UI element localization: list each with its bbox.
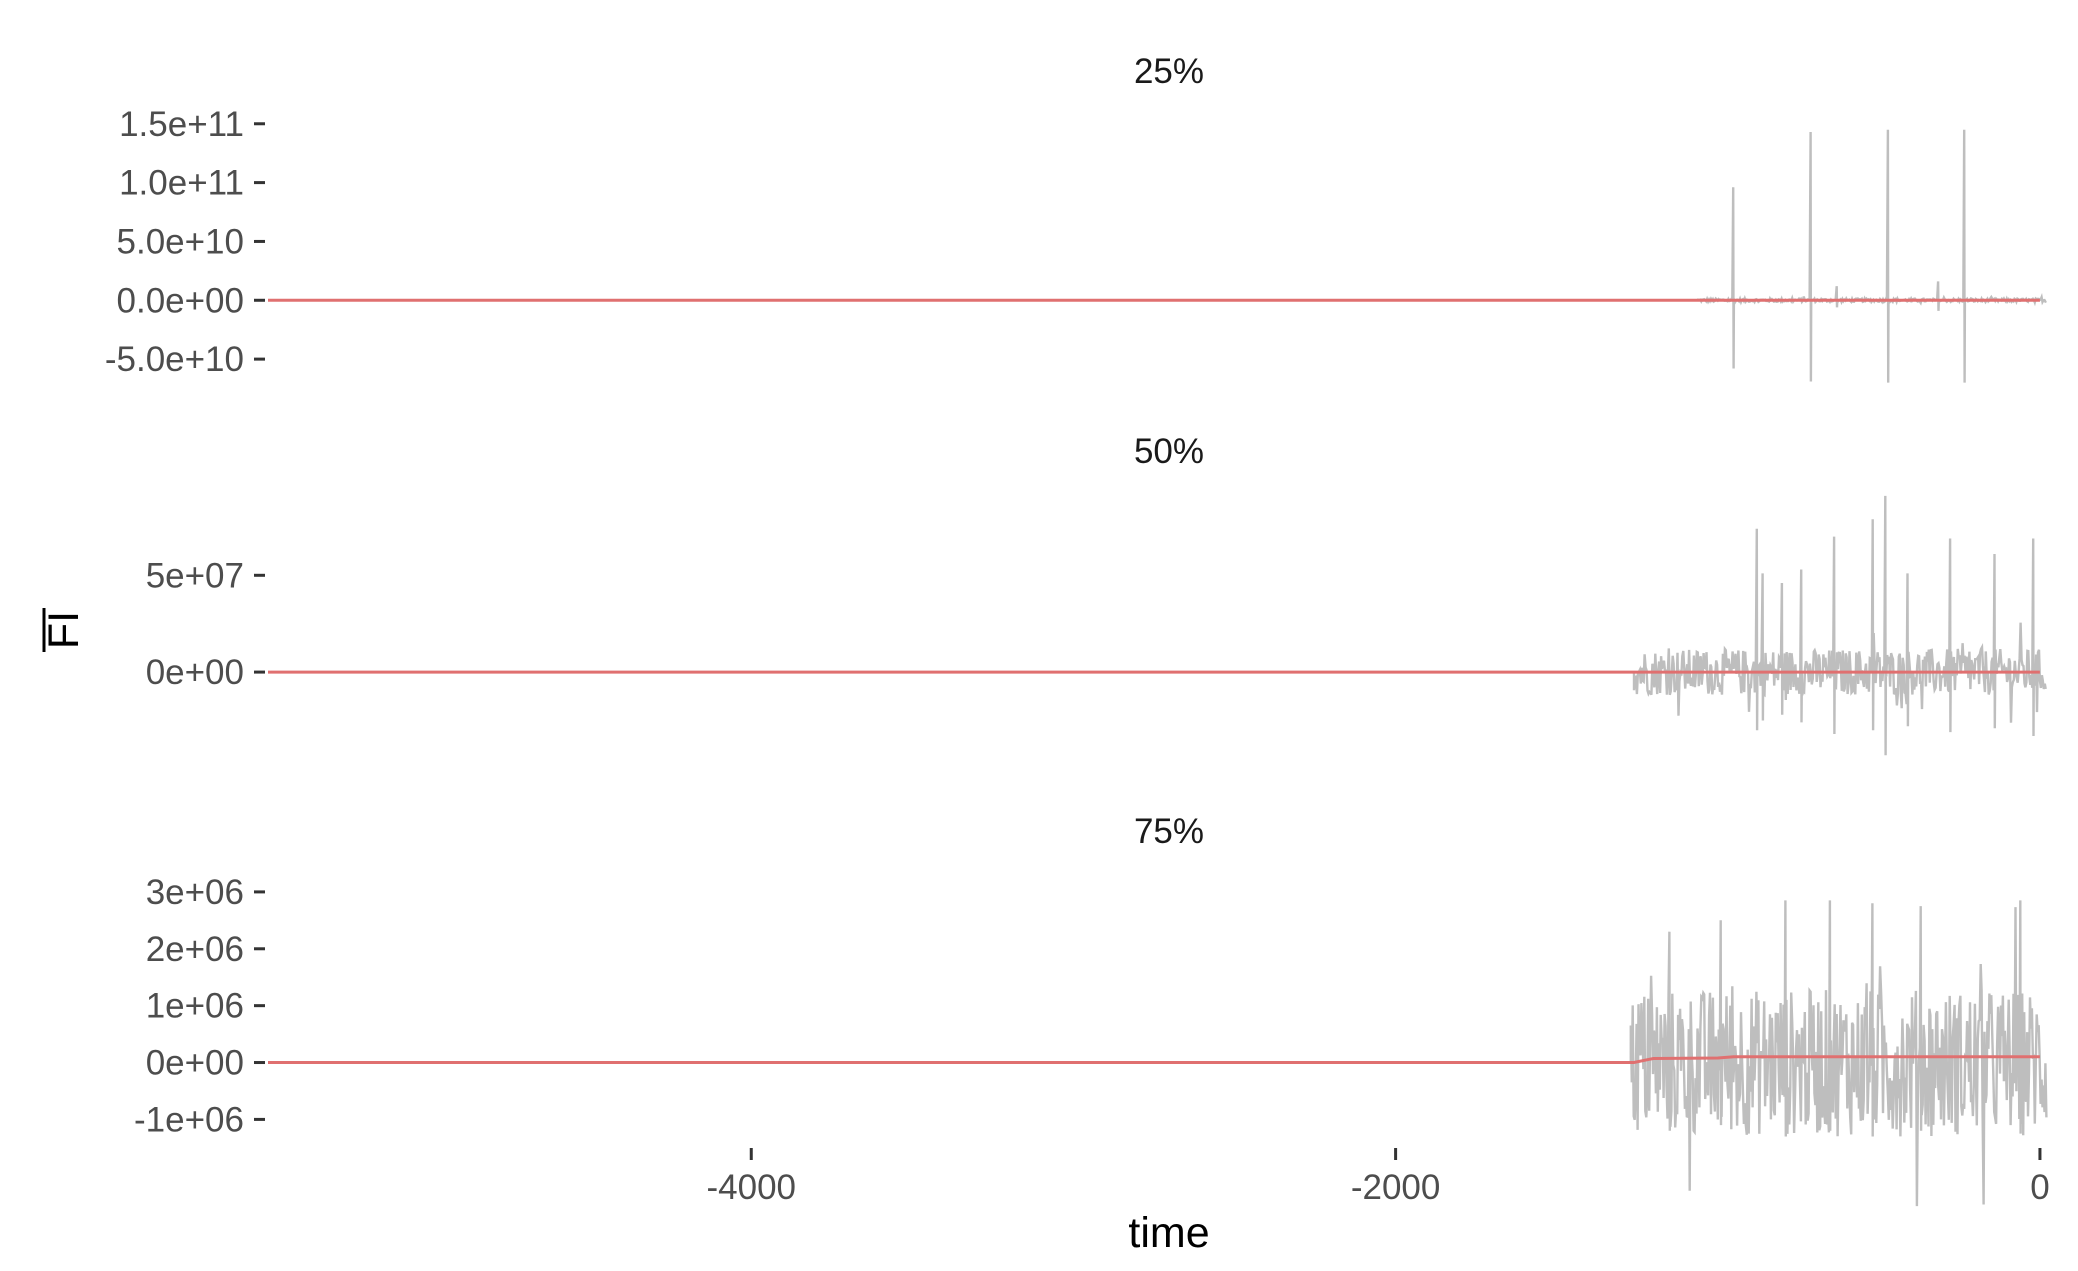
x-tick-label: -4000 xyxy=(706,1168,796,1207)
panel-title: 25% xyxy=(1134,52,1204,91)
raw-series-line xyxy=(271,129,2047,383)
raw-series-line xyxy=(271,900,2048,1207)
y-tick-label: 0e+00 xyxy=(146,1044,244,1083)
y-tick-label: 1.5e+11 xyxy=(119,105,244,144)
y-tick-label: 3e+06 xyxy=(146,873,244,912)
panel-3: 75% 3e+06 2e+06 1e+06 0e+00 -1e+06 xyxy=(134,812,2048,1207)
x-axis: -4000 -2000 0 xyxy=(706,1148,2050,1207)
chart-panels: 25% 1.5e+11 1.0e+11 5.0e+10 0.0e+00 -5.0e+10 5… xyxy=(105,52,2048,1207)
y-tick-label: 5e+07 xyxy=(146,556,244,595)
y-tick-label: -1e+06 xyxy=(134,1100,244,1139)
y-tick-label: 1.0e+11 xyxy=(119,164,244,203)
y-axis-title: FI xyxy=(40,611,88,649)
y-tick-label: 0e+00 xyxy=(146,653,244,692)
y-tick-label: 2e+06 xyxy=(146,930,244,969)
panel-title: 75% xyxy=(1134,812,1204,851)
x-axis-title: time xyxy=(1128,1209,1209,1257)
panel-1: 25% 1.5e+11 1.0e+11 5.0e+10 0.0e+00 -5.0e+10 xyxy=(105,52,2047,383)
raw-series-line xyxy=(271,495,2047,756)
mean-series-line xyxy=(268,1055,2040,1064)
y-axis-title-group: FI xyxy=(40,608,88,652)
x-tick-label: -2000 xyxy=(1351,1168,1441,1207)
y-tick-label: -5.0e+10 xyxy=(105,340,244,379)
panel-title: 50% xyxy=(1134,432,1204,471)
y-tick-label: 5.0e+10 xyxy=(117,222,245,261)
panel-2: 50% 5e+07 0e+00 xyxy=(146,432,2047,756)
y-tick-label: 0.0e+00 xyxy=(117,281,245,320)
y-tick-label: 1e+06 xyxy=(146,987,244,1026)
x-tick-label: 0 xyxy=(2030,1168,2049,1207)
